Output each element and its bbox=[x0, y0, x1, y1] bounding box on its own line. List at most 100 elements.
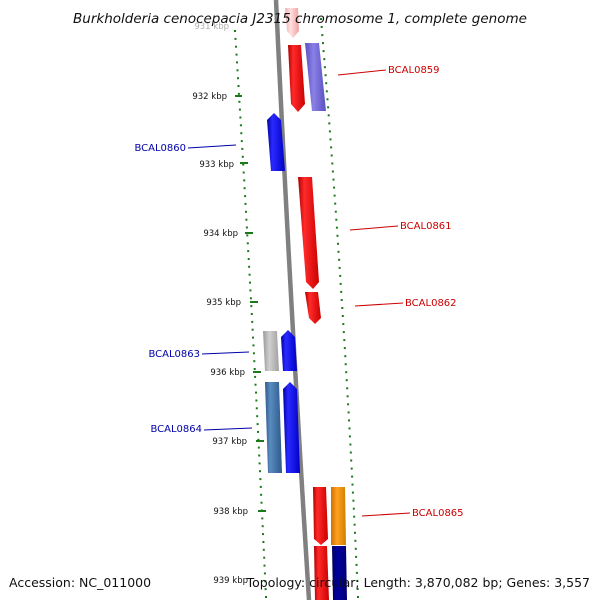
gc-dot bbox=[343, 347, 346, 350]
gc-dot bbox=[245, 226, 248, 229]
gc-dot bbox=[238, 100, 241, 103]
tick-label: 931 kbp bbox=[194, 22, 229, 32]
gene-label-bcal0862[interactable]: BCAL0862 bbox=[405, 298, 457, 309]
gc-dot bbox=[255, 407, 258, 410]
tick-label: 938 kbp bbox=[213, 507, 248, 517]
gene-arrow-bcal0864[interactable] bbox=[283, 382, 300, 473]
gene-arrow-navy-bottom[interactable] bbox=[332, 546, 347, 600]
gc-dot bbox=[330, 154, 333, 157]
gc-dot bbox=[337, 250, 340, 253]
label-bcal0863[interactable]: BCAL0863 bbox=[148, 349, 250, 360]
gc-dot bbox=[322, 42, 324, 45]
gc-dot bbox=[259, 485, 262, 488]
gc-dot bbox=[247, 258, 250, 260]
gc-dot bbox=[354, 547, 357, 550]
gene-arrow-bcal0861[interactable] bbox=[298, 177, 319, 289]
gc-dot bbox=[326, 98, 329, 101]
gc-dot bbox=[349, 443, 352, 446]
gc-dot bbox=[320, 26, 323, 28]
gc-dot bbox=[343, 339, 346, 342]
label-bcal0865[interactable]: BCAL0865 bbox=[361, 508, 464, 519]
tick-932: 932 kbp bbox=[192, 92, 242, 102]
gc-dot bbox=[334, 210, 337, 213]
gc-dot bbox=[348, 419, 350, 422]
gc-dot bbox=[249, 297, 252, 300]
gc-dot bbox=[320, 18, 322, 20]
gene-label-bcal0861[interactable]: BCAL0861 bbox=[400, 221, 452, 232]
gc-dot bbox=[347, 403, 350, 406]
gc-dot bbox=[243, 187, 246, 190]
tick-934: 934 kbp bbox=[203, 229, 253, 239]
gc-dot bbox=[242, 163, 245, 166]
tick-935: 935 kbp bbox=[206, 298, 258, 308]
gc-dot bbox=[264, 580, 267, 583]
gc-dot bbox=[252, 352, 255, 355]
gc-dot bbox=[342, 331, 345, 334]
gc-dot bbox=[256, 415, 259, 418]
gc-dot bbox=[262, 548, 265, 551]
tick-933: 933 kbp bbox=[199, 160, 248, 170]
gc-dot bbox=[353, 515, 356, 518]
gc-dot bbox=[335, 218, 338, 221]
gene-arrow-forward-bottom[interactable] bbox=[314, 546, 329, 600]
genome-stats-text: Topology: circular; Length: 3,870,082 bp… bbox=[246, 575, 590, 590]
gc-dot bbox=[256, 423, 259, 426]
tick-label: 936 kbp bbox=[210, 368, 245, 378]
gc-dot bbox=[254, 383, 257, 386]
gene-arrow-bcal0859[interactable] bbox=[305, 43, 326, 111]
gc-dot bbox=[350, 459, 353, 462]
gc-dot bbox=[350, 467, 353, 470]
gc-dot bbox=[241, 155, 244, 158]
gene-arrow-bcal0865[interactable] bbox=[313, 487, 328, 545]
tick-label: 937 kbp bbox=[212, 437, 247, 447]
tick-label: 935 kbp bbox=[206, 298, 241, 308]
gc-dot bbox=[244, 202, 247, 205]
gc-dot bbox=[340, 299, 343, 301]
gene-arrow-bcal0860[interactable] bbox=[267, 113, 285, 171]
gene-arrow-bcal0865-partner[interactable] bbox=[331, 487, 346, 545]
gc-dot bbox=[346, 387, 349, 390]
gc-dot bbox=[235, 45, 237, 48]
gene-arrow-forward[interactable] bbox=[288, 45, 305, 112]
gc-dot bbox=[327, 106, 330, 109]
gc-dot bbox=[241, 147, 244, 150]
gene-label-bcal0865[interactable]: BCAL0865 bbox=[412, 508, 464, 519]
gc-dot bbox=[353, 523, 356, 526]
gc-dot bbox=[339, 274, 342, 277]
label-bcal0859[interactable]: BCAL0859 bbox=[337, 65, 440, 76]
gene-arrow-bcal0862[interactable] bbox=[305, 292, 321, 324]
gc-dot bbox=[323, 66, 326, 69]
gc-dot bbox=[255, 391, 257, 394]
gene-arrow-bcal0863-grey[interactable] bbox=[263, 331, 279, 371]
gc-dot bbox=[325, 90, 328, 93]
gene-label-bcal0863[interactable]: BCAL0863 bbox=[148, 349, 200, 360]
gene-label-bcal0864[interactable]: BCAL0864 bbox=[150, 424, 202, 435]
gc-dot bbox=[248, 273, 251, 276]
gc-dot bbox=[249, 289, 252, 292]
gc-dot bbox=[253, 368, 256, 370]
gc-dot bbox=[325, 82, 328, 85]
gc-dot bbox=[257, 446, 260, 449]
gc-dot bbox=[333, 186, 336, 189]
gc-dot bbox=[247, 250, 250, 253]
gene-arrow-bcal0864-steel[interactable] bbox=[265, 382, 282, 473]
gc-dot bbox=[341, 307, 344, 309]
gc-dot bbox=[352, 499, 355, 502]
gc-dot bbox=[351, 475, 354, 478]
gc-dot bbox=[334, 202, 337, 205]
gc-dot bbox=[345, 371, 348, 374]
label-bcal0862[interactable]: BCAL0862 bbox=[354, 298, 457, 309]
label-bcal0860[interactable]: BCAL0860 bbox=[134, 143, 237, 154]
gene-track bbox=[263, 8, 347, 600]
gc-dot bbox=[341, 315, 344, 317]
gene-arrow-bcal0863[interactable] bbox=[281, 330, 297, 371]
gc-dot bbox=[333, 194, 336, 197]
label-bcal0864[interactable]: BCAL0864 bbox=[150, 424, 253, 435]
gc-dot bbox=[331, 170, 334, 173]
label-bcal0861[interactable]: BCAL0861 bbox=[349, 221, 452, 232]
gene-label-bcal0859[interactable]: BCAL0859 bbox=[388, 65, 440, 76]
gc-dot bbox=[265, 596, 267, 598]
gc-dot bbox=[248, 265, 251, 268]
gene-label-bcal0860[interactable]: BCAL0860 bbox=[134, 143, 186, 154]
